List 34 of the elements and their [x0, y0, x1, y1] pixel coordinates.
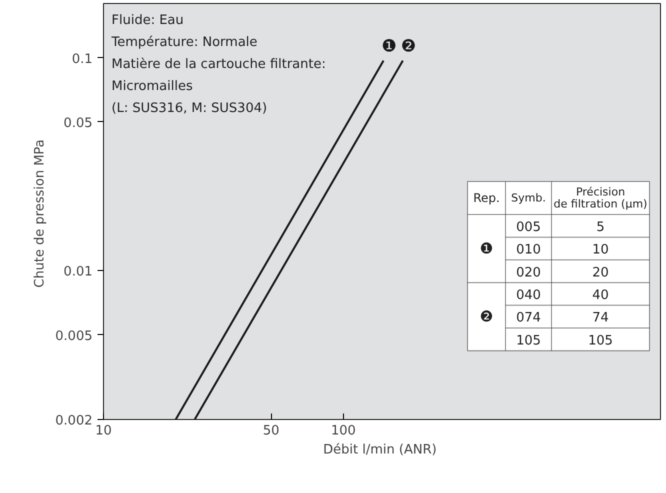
annotation: 74 — [592, 310, 609, 326]
y-tick-label: 0.002 — [55, 414, 92, 428]
annotation: Rep. — [473, 191, 500, 205]
annotation: 105 — [516, 333, 541, 348]
annotation: (L: SUS316, M: SUS304) — [112, 101, 268, 116]
annotation: 010 — [516, 242, 541, 258]
y-tick-label: 0.005 — [55, 328, 92, 344]
annotation: 074 — [516, 310, 541, 326]
y-axis-title: Chute de pression MPa — [32, 139, 48, 288]
legend-label: ❷ — [480, 308, 494, 326]
y-tick-label: 0.05 — [64, 116, 93, 131]
annotation: Température: Normale — [110, 35, 258, 50]
annotation: Symb. — [511, 192, 546, 204]
annotation: 20 — [592, 265, 609, 280]
annotation: 040 — [516, 288, 541, 303]
annotation: Matière de la cartouche filtrante: — [112, 57, 326, 72]
text: ❶ — [381, 36, 397, 57]
legend-label: ❶ — [480, 240, 494, 258]
annotation: 105 — [588, 333, 613, 348]
annotation: Fluide: Eau — [112, 13, 184, 28]
x-axis-title: Débit l/min (ANR) — [323, 442, 437, 458]
x-tick-label: 10 — [95, 424, 112, 438]
text: ❷ — [400, 36, 416, 57]
y-tick-label: 0.1 — [72, 52, 93, 67]
x-tick-label: 100 — [330, 424, 356, 438]
annotation: 020 — [516, 265, 541, 280]
annotation: 40 — [592, 288, 609, 303]
x-tick-label: 50 — [262, 424, 280, 438]
annotation: Précision de filtration (µm) — [554, 186, 648, 210]
annotation: 5 — [596, 220, 605, 235]
annotation: 005 — [516, 220, 541, 235]
annotation: Micromailles — [112, 79, 193, 94]
annotation: 10 — [592, 242, 609, 258]
y-tick-label: 0.01 — [64, 264, 93, 280]
